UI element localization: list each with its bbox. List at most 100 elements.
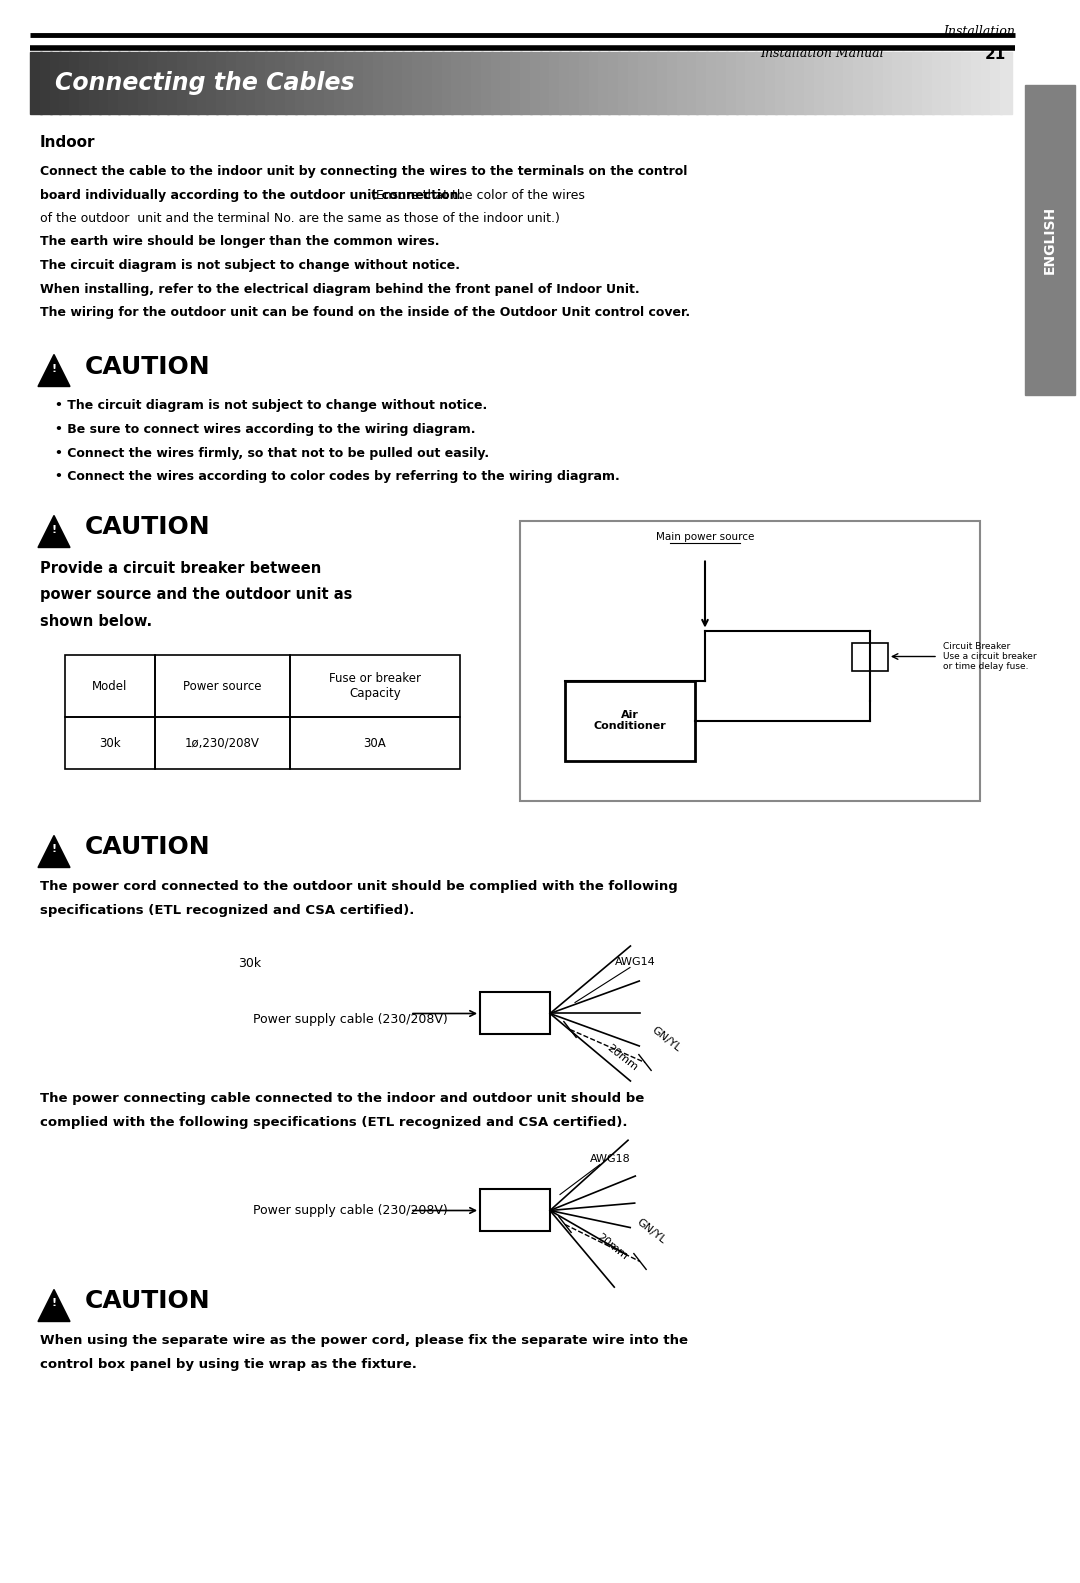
Polygon shape: [38, 355, 70, 386]
Bar: [480, 1189, 550, 1232]
Text: complied with the following specifications (ETL recognized and CSA certified).: complied with the following specificatio…: [40, 1116, 627, 1129]
Text: The power cord connected to the outdoor unit should be complied with the followi: The power cord connected to the outdoor …: [40, 880, 678, 893]
Text: !: !: [52, 524, 56, 535]
Bar: [59, 52, 71, 114]
Bar: [65, 655, 156, 717]
Bar: [510, 52, 522, 114]
Bar: [118, 52, 130, 114]
Bar: [618, 52, 630, 114]
Bar: [755, 52, 767, 114]
Bar: [677, 52, 689, 114]
Bar: [951, 52, 963, 114]
Bar: [1000, 52, 1012, 114]
Bar: [382, 52, 394, 114]
Bar: [892, 52, 904, 114]
Text: Connecting the Cables: Connecting the Cables: [55, 71, 354, 95]
Text: AWG14: AWG14: [615, 958, 656, 967]
Bar: [69, 52, 81, 114]
Text: Power source: Power source: [184, 679, 261, 692]
Text: Provide a circuit breaker between: Provide a circuit breaker between: [40, 560, 321, 576]
Polygon shape: [38, 836, 70, 867]
Bar: [990, 52, 1002, 114]
Bar: [324, 52, 336, 114]
Bar: [108, 52, 120, 114]
Text: GN/YL: GN/YL: [635, 1217, 667, 1246]
Text: Installation Manual: Installation Manual: [760, 47, 883, 60]
Bar: [235, 52, 247, 114]
Text: • Connect the wires according to color codes by referring to the wiring diagram.: • Connect the wires according to color c…: [55, 470, 620, 483]
Bar: [285, 52, 297, 114]
Bar: [413, 52, 424, 114]
Bar: [187, 52, 199, 114]
Text: • Connect the wires firmly, so that not to be pulled out easily.: • Connect the wires firmly, so that not …: [55, 446, 489, 459]
Bar: [197, 52, 208, 114]
Bar: [530, 52, 541, 114]
Text: Circuit Breaker
Use a circuit breaker
or time delay fuse.: Circuit Breaker Use a circuit breaker or…: [943, 641, 1037, 671]
Bar: [334, 52, 346, 114]
Text: shown below.: shown below.: [40, 614, 152, 628]
Bar: [393, 52, 404, 114]
Bar: [295, 52, 307, 114]
Bar: [627, 52, 639, 114]
Bar: [795, 52, 806, 114]
Bar: [480, 993, 550, 1035]
Bar: [697, 52, 708, 114]
Text: !: !: [52, 364, 56, 374]
Bar: [156, 717, 291, 769]
Bar: [559, 52, 571, 114]
Text: 20mm: 20mm: [605, 1043, 639, 1073]
Bar: [814, 52, 826, 114]
Bar: [706, 52, 718, 114]
Bar: [647, 52, 659, 114]
Bar: [981, 52, 993, 114]
Text: specifications (ETL recognized and CSA certified).: specifications (ETL recognized and CSA c…: [40, 904, 415, 917]
Text: The circuit diagram is not subject to change without notice.: The circuit diagram is not subject to ch…: [40, 260, 460, 272]
Bar: [373, 52, 384, 114]
Bar: [314, 52, 326, 114]
Text: GN/YL: GN/YL: [650, 1026, 683, 1054]
Bar: [687, 52, 699, 114]
Bar: [922, 52, 933, 114]
Bar: [79, 52, 91, 114]
Text: control box panel by using tie wrap as the fixture.: control box panel by using tie wrap as t…: [40, 1358, 417, 1371]
Text: Connect the cable to the indoor unit by connecting the wires to the terminals on: Connect the cable to the indoor unit by …: [40, 165, 687, 177]
Bar: [853, 52, 865, 114]
Text: The earth wire should be longer than the common wires.: The earth wire should be longer than the…: [40, 236, 440, 249]
Bar: [353, 52, 365, 114]
Text: !: !: [52, 844, 56, 855]
Bar: [716, 52, 728, 114]
Text: Power supply cable (230/208V): Power supply cable (230/208V): [253, 1013, 447, 1026]
Bar: [266, 52, 276, 114]
Text: Power supply cable (230/208V): Power supply cable (230/208V): [253, 1205, 447, 1217]
Bar: [579, 52, 591, 114]
Text: ENGLISH: ENGLISH: [1043, 206, 1057, 274]
Bar: [422, 52, 434, 114]
Bar: [30, 52, 42, 114]
Text: When using the separate wire as the power cord, please fix the separate wire int: When using the separate wire as the powe…: [40, 1334, 688, 1347]
Bar: [932, 52, 944, 114]
Bar: [471, 52, 483, 114]
Bar: [912, 52, 923, 114]
Bar: [177, 52, 189, 114]
Bar: [89, 52, 100, 114]
Bar: [658, 52, 669, 114]
Bar: [971, 52, 983, 114]
Bar: [343, 52, 355, 114]
Text: 21: 21: [985, 47, 1007, 62]
Text: 20mm: 20mm: [595, 1232, 630, 1262]
Bar: [1025, 85, 1075, 396]
Bar: [403, 52, 415, 114]
Text: 1ø,230/208V: 1ø,230/208V: [185, 736, 260, 749]
Bar: [442, 52, 454, 114]
Bar: [784, 52, 796, 114]
Bar: [805, 52, 816, 114]
Bar: [206, 52, 218, 114]
Text: CAUTION: CAUTION: [85, 516, 211, 540]
Bar: [550, 52, 562, 114]
Text: Indoor: Indoor: [40, 135, 95, 150]
Text: Model: Model: [92, 679, 127, 692]
Bar: [598, 52, 610, 114]
Text: AWG18: AWG18: [590, 1154, 631, 1165]
Bar: [824, 52, 836, 114]
Bar: [275, 52, 287, 114]
